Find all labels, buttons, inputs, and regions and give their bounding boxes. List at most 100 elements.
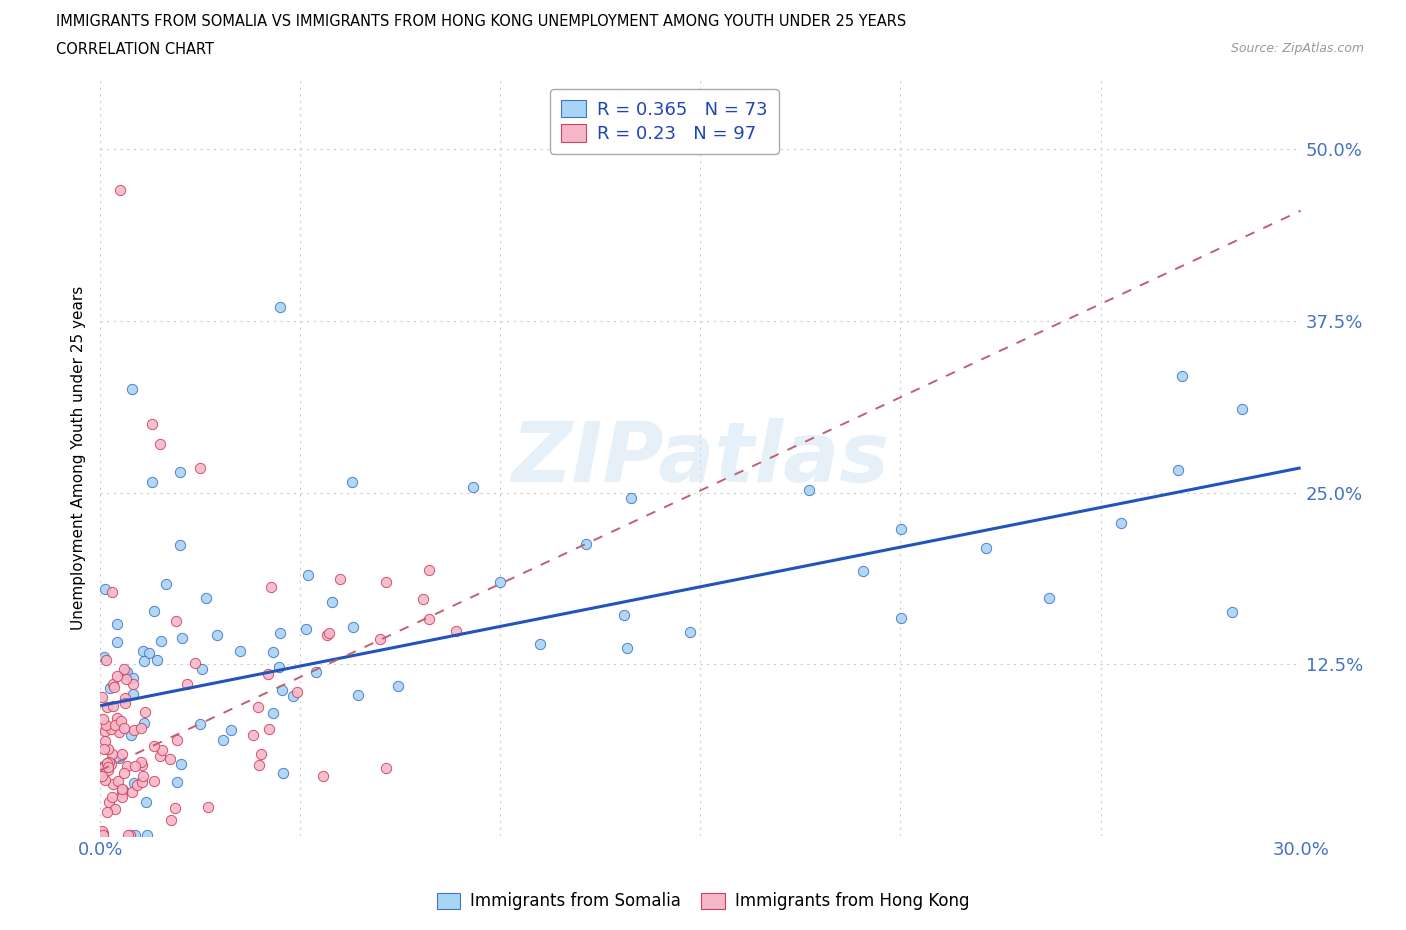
Point (159, 813, 181, 828)
Point (890, 522, 912, 537)
Point (418, 612, 440, 627)
Point (188, 460, 211, 475)
Point (247, 700, 270, 715)
Point (114, 667, 136, 682)
Point (207, 628, 229, 643)
Text: CORRELATION CHART: CORRELATION CHART (56, 42, 214, 57)
Legend: Immigrants from Somalia, Immigrants from Hong Kong: Immigrants from Somalia, Immigrants from… (430, 885, 976, 917)
Point (297, 567, 319, 582)
Point (150, 633, 173, 648)
Point (375, 575, 398, 590)
Point (169, 756, 191, 771)
Point (294, 621, 316, 636)
Point (262, 706, 284, 721)
Point (111, 790, 134, 804)
Text: ZIPatlas: ZIPatlas (512, 418, 890, 498)
Point (107, 773, 129, 788)
Point (141, 417, 163, 432)
Point (97, 755, 120, 770)
Point (112, 721, 135, 736)
Point (132, 716, 155, 731)
Point (101, 777, 124, 791)
Point (121, 785, 143, 800)
Point (262, 644, 284, 659)
Point (105, 711, 128, 725)
Point (269, 626, 291, 641)
Point (112, 661, 135, 676)
Point (797, 483, 820, 498)
Point (103, 677, 125, 692)
Point (104, 717, 127, 732)
Point (1220, 604, 1243, 619)
Point (329, 572, 352, 587)
Point (93, 759, 115, 774)
Point (94, 724, 117, 738)
Point (159, 751, 181, 766)
Point (342, 619, 364, 634)
Point (347, 687, 370, 702)
Point (124, 758, 146, 773)
Point (111, 785, 134, 800)
Point (616, 640, 638, 655)
Point (890, 610, 912, 625)
Point (412, 591, 434, 606)
Point (129, 754, 152, 769)
Point (114, 696, 136, 711)
Point (166, 733, 188, 748)
Point (142, 773, 165, 788)
Point (150, 742, 173, 757)
Point (100, 790, 122, 804)
Point (287, 684, 309, 699)
Point (444, 623, 467, 638)
Point (97, 763, 120, 777)
Point (184, 656, 207, 671)
Point (613, 608, 636, 623)
Point (91, 711, 114, 726)
Point (135, 794, 157, 809)
Point (321, 595, 343, 610)
Point (529, 636, 551, 651)
Point (194, 590, 217, 604)
Point (1171, 368, 1194, 383)
Point (270, 683, 292, 698)
Point (96, 756, 118, 771)
Point (118, 828, 141, 843)
Point (305, 664, 328, 679)
Point (103, 679, 125, 694)
Point (418, 563, 440, 578)
Text: IMMIGRANTS FROM SOMALIA VS IMMIGRANTS FROM HONG KONG UNEMPLOYMENT AMONG YOUTH UN: IMMIGRANTS FROM SOMALIA VS IMMIGRANTS FR… (56, 14, 907, 29)
Point (103, 802, 125, 817)
Point (94, 773, 117, 788)
Point (142, 604, 165, 618)
Point (93, 650, 115, 665)
Point (146, 653, 169, 668)
Point (974, 540, 997, 555)
Point (141, 474, 163, 489)
Point (620, 490, 643, 505)
Point (107, 616, 129, 631)
Point (461, 480, 484, 495)
Point (100, 747, 122, 762)
Point (229, 644, 252, 658)
Point (122, 687, 145, 702)
Legend: R = 0.365   N = 73, R = 0.23   N = 97: R = 0.365 N = 73, R = 0.23 N = 97 (550, 89, 779, 153)
Point (100, 722, 122, 737)
Point (122, 723, 145, 737)
Point (129, 721, 152, 736)
Point (188, 717, 211, 732)
Point (132, 769, 155, 784)
Point (107, 724, 129, 739)
Point (489, 575, 512, 590)
Point (108, 182, 131, 197)
Point (96, 804, 118, 819)
Point (91, 689, 114, 704)
Point (212, 733, 235, 748)
Point (134, 653, 156, 668)
Point (269, 299, 291, 314)
Point (114, 691, 136, 706)
Point (219, 723, 242, 737)
Point (103, 698, 125, 713)
Point (131, 757, 153, 772)
Point (96, 699, 118, 714)
Point (312, 768, 335, 783)
